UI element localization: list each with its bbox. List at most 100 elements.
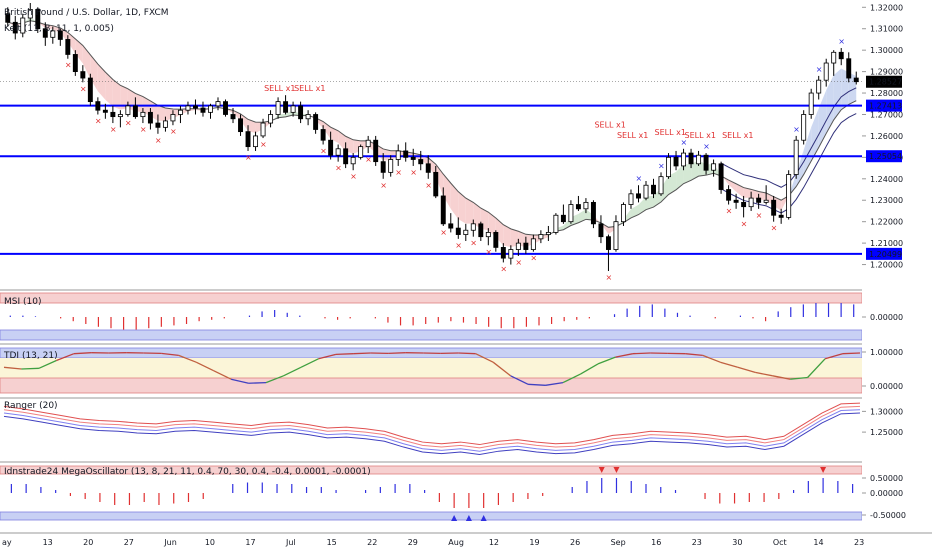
candle-body [20, 17, 26, 34]
ranger-line [3, 412, 861, 456]
buy-cross-marker: × [703, 142, 710, 151]
keltner-fill [578, 209, 586, 223]
tdi-line-segment [318, 353, 337, 360]
keltner-fill [841, 68, 849, 110]
overbought-band [0, 292, 863, 304]
tdi-line-segment [178, 354, 197, 363]
price-tick-label: 1.29000 [870, 68, 903, 77]
candle-body [125, 105, 131, 115]
sell-cross-marker: × [65, 61, 72, 70]
ranger-line [3, 409, 861, 452]
candle-body [35, 9, 41, 30]
candle-body [793, 139, 799, 175]
price-tick-label: 1.28000 [870, 89, 903, 98]
candle-body [418, 159, 424, 165]
sell-cross-marker: × [260, 140, 267, 149]
tdi-line-segment [283, 366, 302, 377]
last-price-tag [866, 75, 902, 88]
mega-lower-band [0, 511, 863, 521]
candle-body [313, 114, 319, 130]
candle-body [72, 54, 78, 73]
candle-body [673, 156, 679, 167]
keltner-fill [646, 195, 654, 210]
sell-signal-label: SELL x1 [294, 84, 325, 93]
candle-body [598, 223, 604, 238]
keltner-fill [105, 72, 113, 107]
price-pane[interactable]: × × × × × × × × × × × × × × × × × × × × × × × × × × × × × × × × × × × × × SEL… [0, 3, 932, 282]
candle-body [27, 9, 33, 19]
candle-body [605, 236, 611, 250]
tdi-line-segment [56, 353, 75, 362]
keltner-fill [818, 90, 827, 148]
keltner-fill [811, 108, 819, 161]
candle-body [711, 163, 717, 171]
sell-cross-marker: × [515, 258, 522, 267]
sell-cross-marker: × [140, 125, 147, 134]
keltner-fill [90, 54, 98, 92]
buy-cross-marker: × [793, 125, 800, 134]
buy-cross-marker: × [635, 174, 642, 183]
candle-body [748, 197, 754, 208]
time-axis[interactable]: ay 13 20 27 Jun 10 17 Jul 15 22 29 Aug 12 19 26 Sep 16 23… [0, 532, 932, 547]
candle-body [380, 161, 386, 173]
candle-body [283, 101, 289, 113]
time-tick-label: 12 [489, 538, 499, 547]
level-price-tag-label: 1.20499 [869, 250, 902, 259]
candle-body [575, 204, 581, 210]
time-tick-label: 10 [205, 538, 215, 547]
candle-body [560, 214, 566, 223]
price-tick-label: 1.32000 [870, 3, 903, 12]
candle-body [718, 163, 724, 190]
keltner-fill [473, 202, 481, 229]
price-axis[interactable]: 1.32000 1.31000 1.30000 1.29000 1.28000 1.270… [862, 0, 932, 550]
keltner-fill [751, 189, 759, 200]
sell-signal-label: SELL x1 [722, 131, 753, 140]
time-tick-label: 13 [43, 538, 53, 547]
tdi-line-segment [73, 352, 92, 355]
keltner-fill [75, 38, 83, 64]
candle-body [538, 234, 544, 240]
tdi-line-segment [720, 361, 738, 368]
candle-body [448, 223, 454, 229]
candle-body [651, 184, 656, 195]
candle-body [853, 77, 859, 83]
axis-background [862, 0, 932, 550]
tdi-line-segment [562, 373, 581, 384]
keltner-fill [465, 198, 474, 224]
time-tick-label: 30 [732, 538, 742, 547]
candle-body [193, 105, 198, 109]
keltner-fill [248, 119, 256, 133]
candle-body [102, 109, 108, 113]
candle-body [568, 204, 574, 223]
msi-pane [0, 289, 932, 341]
tdi-line-segment [458, 352, 476, 355]
candle-body [688, 152, 694, 165]
sell-cross-marker: × [455, 241, 462, 250]
candle-body [786, 174, 792, 218]
mega-buy-triangle [451, 515, 458, 521]
sell-cross-marker: × [350, 172, 357, 181]
candle-body [763, 199, 769, 203]
price-tick-label: 1.21000 [870, 239, 903, 248]
keltner-fill [330, 127, 339, 143]
candle-body [515, 242, 521, 250]
time-tick-label: 17 [245, 538, 255, 547]
tdi-line-segment [195, 361, 214, 372]
osc-tick-label: 1.30000 [870, 407, 903, 416]
osc-tick-label: 0.50000 [870, 474, 903, 483]
candle-body [155, 122, 161, 128]
tdi-line-segment [213, 370, 232, 380]
symbol-title: British Pound / U.S. Dollar, 1D, FXCM [4, 8, 169, 18]
buy-cross-marker: × [681, 138, 688, 147]
mega-buy-triangle [465, 515, 472, 521]
candle-body [388, 159, 394, 173]
tdi-line-segment [790, 376, 808, 380]
time-tick-label: 15 [327, 538, 337, 547]
candle-body [215, 101, 221, 107]
candle-body [628, 193, 634, 205]
tdi-line-segment [353, 352, 371, 355]
candle-body [523, 242, 529, 250]
osc-tick-label: 0.00000 [870, 382, 903, 391]
sell-signal-label: SELL x1 [685, 131, 716, 140]
